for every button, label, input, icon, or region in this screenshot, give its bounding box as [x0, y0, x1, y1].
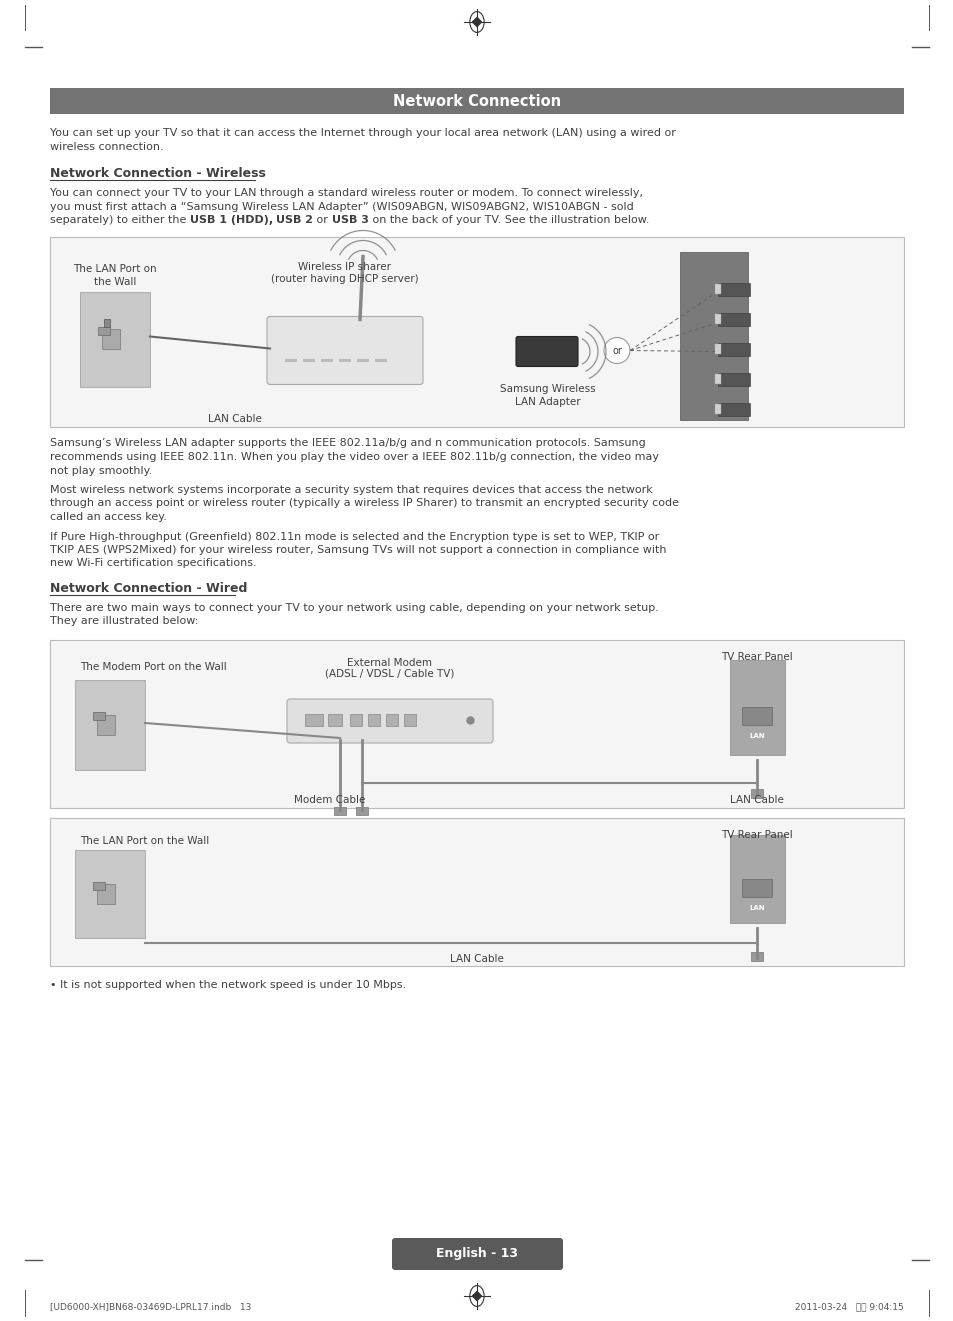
Text: Most wireless network systems incorporate a security system that requires device: Most wireless network systems incorporat…: [50, 485, 652, 495]
Bar: [718, 342, 749, 355]
Bar: [92, 712, 105, 720]
Text: wireless connection.: wireless connection.: [50, 141, 164, 152]
Text: or: or: [612, 346, 621, 355]
Text: Network Connection - Wireless: Network Connection - Wireless: [50, 166, 266, 180]
Bar: [50, 236, 903, 427]
Text: You can connect your TV to your LAN through a standard wireless router or modem.: You can connect your TV to your LAN thro…: [50, 188, 642, 198]
Text: Network Connection: Network Connection: [393, 94, 560, 108]
Bar: [375, 358, 387, 362]
FancyBboxPatch shape: [287, 699, 493, 742]
Bar: [750, 952, 762, 960]
Text: • It is not supported when the network speed is under 10 Mbps.: • It is not supported when the network s…: [50, 980, 406, 989]
Text: separately) to either the: separately) to either the: [50, 215, 190, 225]
Text: USB 3: USB 3: [332, 215, 369, 225]
Bar: [403, 713, 416, 727]
Bar: [714, 284, 720, 293]
Bar: [368, 713, 379, 727]
Text: The Modem Port on the Wall: The Modem Port on the Wall: [80, 662, 227, 672]
Text: or: or: [314, 215, 332, 225]
FancyBboxPatch shape: [516, 337, 578, 366]
Bar: [50, 639, 903, 808]
Bar: [750, 789, 762, 798]
Bar: [97, 884, 115, 904]
Bar: [334, 807, 346, 815]
Text: not play smoothly.: not play smoothly.: [50, 465, 152, 476]
Text: Modem Cable: Modem Cable: [294, 795, 365, 804]
Bar: [80, 292, 150, 387]
Bar: [718, 373, 749, 386]
Text: You can set up your TV so that it can access the Internet through your local are: You can set up your TV so that it can ac…: [50, 128, 675, 137]
Text: recommends using IEEE 802.11n. When you play the video over a IEEE 802.11b/g con: recommends using IEEE 802.11n. When you …: [50, 452, 659, 462]
Polygon shape: [472, 1292, 481, 1301]
Text: Samsung’s Wireless LAN adapter supports the IEEE 802.11a/b/g and n communication: Samsung’s Wireless LAN adapter supports …: [50, 439, 645, 449]
Bar: [75, 849, 145, 938]
Text: TV Rear Panel: TV Rear Panel: [720, 830, 792, 840]
Circle shape: [603, 337, 629, 363]
Bar: [386, 713, 397, 727]
Bar: [350, 713, 361, 727]
Bar: [328, 713, 341, 727]
Bar: [285, 358, 296, 362]
Text: USB 1 (HDD),: USB 1 (HDD),: [190, 215, 273, 225]
Bar: [718, 283, 749, 296]
Text: LAN Cable: LAN Cable: [729, 795, 783, 804]
FancyBboxPatch shape: [267, 317, 422, 384]
Text: LAN: LAN: [748, 733, 764, 738]
Text: The LAN Port on
the Wall: The LAN Port on the Wall: [73, 264, 156, 287]
Bar: [356, 358, 369, 362]
Bar: [338, 358, 351, 362]
Polygon shape: [472, 17, 481, 26]
Bar: [729, 660, 784, 756]
Bar: [92, 882, 105, 890]
Bar: [729, 835, 784, 923]
Text: There are two main ways to connect your TV to your network using cable, dependin: There are two main ways to connect your …: [50, 602, 659, 613]
Text: Network Connection - Wired: Network Connection - Wired: [50, 583, 247, 594]
Bar: [714, 403, 720, 413]
Text: TV Rear Panel: TV Rear Panel: [720, 653, 792, 662]
Text: through an access point or wireless router (typically a wireless IP Sharer) to t: through an access point or wireless rout…: [50, 498, 679, 509]
Bar: [679, 251, 747, 420]
Text: new Wi-Fi certification specifications.: new Wi-Fi certification specifications.: [50, 559, 256, 568]
Bar: [98, 326, 110, 334]
Bar: [718, 313, 749, 325]
Text: (ADSL / VDSL / Cable TV): (ADSL / VDSL / Cable TV): [325, 668, 455, 679]
Bar: [97, 715, 115, 734]
Text: called an access key.: called an access key.: [50, 513, 167, 522]
Bar: [303, 358, 314, 362]
Bar: [50, 818, 903, 966]
Text: If Pure High-throughput (Greenfield) 802.11n mode is selected and the Encryption: If Pure High-throughput (Greenfield) 802…: [50, 531, 659, 542]
Bar: [714, 343, 720, 354]
Text: [UD6000-XH]BN68-03469D-LPRL17.indb   13: [UD6000-XH]BN68-03469D-LPRL17.indb 13: [50, 1303, 251, 1310]
Text: External Modem: External Modem: [347, 658, 432, 668]
Bar: [714, 374, 720, 383]
Text: LAN: LAN: [748, 905, 764, 911]
Bar: [305, 713, 323, 727]
Text: USB 2: USB 2: [276, 215, 314, 225]
Bar: [714, 313, 720, 324]
Text: you must first attach a “Samsung Wireless LAN Adapter” (WIS09ABGN, WIS09ABGN2, W: you must first attach a “Samsung Wireles…: [50, 202, 633, 211]
FancyBboxPatch shape: [392, 1238, 562, 1269]
Text: Samsung Wireless
LAN Adapter: Samsung Wireless LAN Adapter: [499, 384, 596, 407]
Text: LAN Cable: LAN Cable: [208, 415, 262, 424]
Text: LAN Cable: LAN Cable: [450, 954, 503, 964]
Text: TKIP AES (WPS2Mixed) for your wireless router, Samsung TVs will not support a co: TKIP AES (WPS2Mixed) for your wireless r…: [50, 546, 666, 555]
Bar: [104, 318, 110, 326]
Text: English - 13: English - 13: [436, 1247, 517, 1260]
Text: Wireless IP sharer
(router having DHCP server): Wireless IP sharer (router having DHCP s…: [271, 262, 418, 284]
Bar: [102, 329, 120, 349]
Bar: [320, 358, 333, 362]
Text: The LAN Port on the Wall: The LAN Port on the Wall: [80, 836, 209, 845]
Bar: [741, 878, 771, 897]
Text: They are illustrated below:: They are illustrated below:: [50, 617, 198, 626]
Text: 2011-03-24   오전 9:04:15: 2011-03-24 오전 9:04:15: [795, 1303, 903, 1310]
Bar: [741, 707, 771, 725]
Bar: [355, 807, 368, 815]
Text: on the back of your TV. See the illustration below.: on the back of your TV. See the illustra…: [369, 215, 649, 225]
Bar: [75, 680, 145, 770]
Bar: [718, 403, 749, 416]
Bar: [50, 89, 903, 114]
